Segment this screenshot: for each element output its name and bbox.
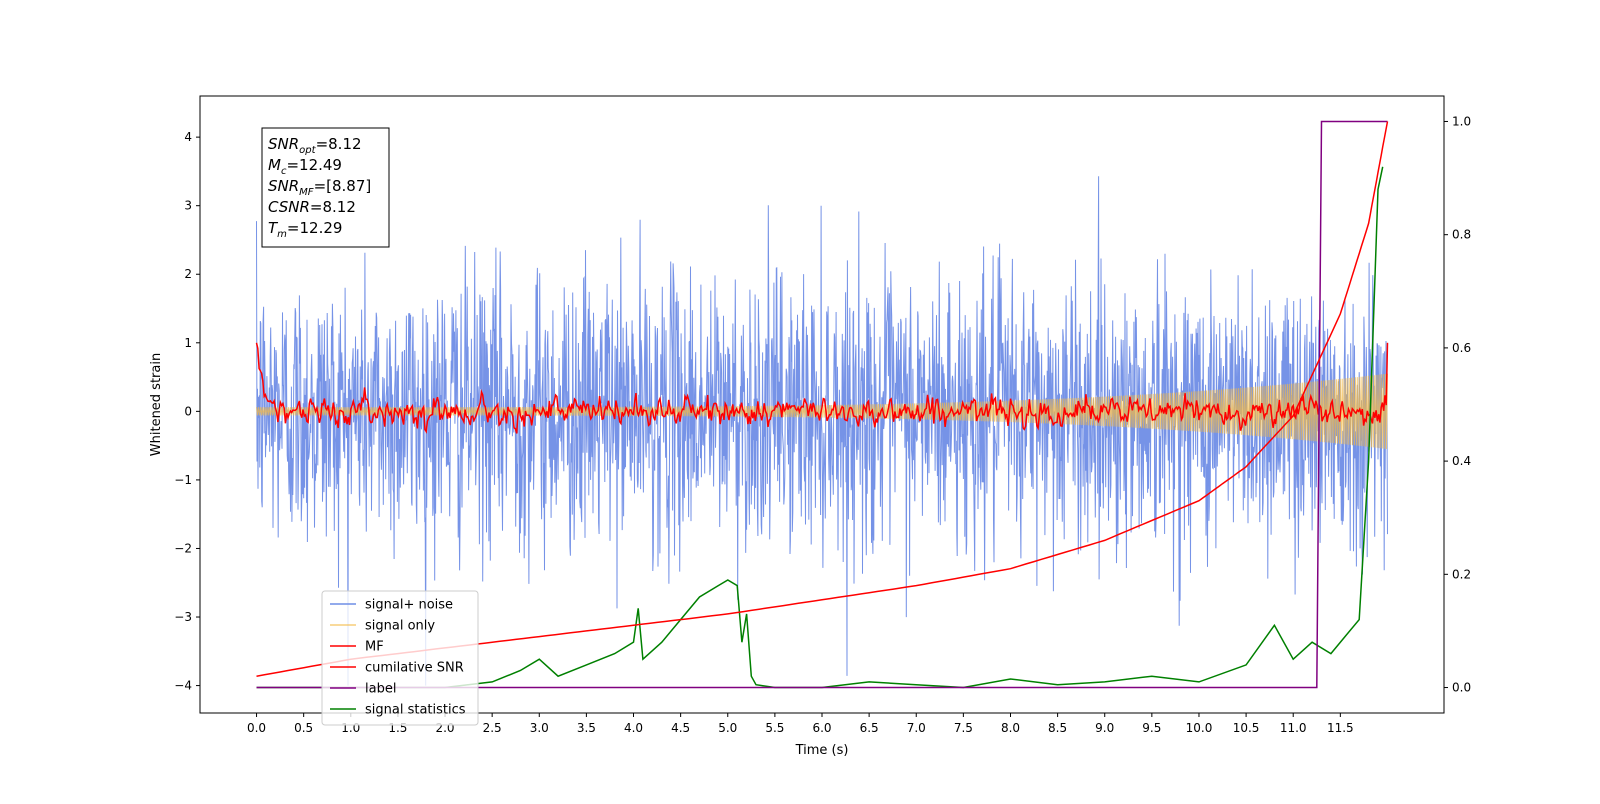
y-right-tick-label: 0.0 [1452, 681, 1471, 695]
series-label [256, 120, 1388, 689]
y-tick-label: 4 [184, 130, 192, 144]
y-tick-label: −2 [174, 541, 192, 555]
annotation-line: Mc=12.49 [268, 156, 342, 177]
y-right-tick-label: 0.4 [1452, 454, 1471, 468]
legend-label: signal+ noise [365, 598, 453, 613]
annotation-line: SNRopt=8.12 [268, 135, 362, 156]
annotation-line: SNRMF=[8.87] [268, 177, 371, 198]
legend-label: label [365, 682, 396, 697]
x-tick-label: 0.0 [247, 721, 266, 735]
y-axis-label: Whitened strain [149, 353, 164, 456]
x-tick-label: 0.5 [294, 721, 313, 735]
y-tick-label: −4 [174, 679, 192, 693]
y-tick-label: −1 [174, 473, 192, 487]
y-right-tick-label: 0.2 [1452, 567, 1471, 581]
legend-label: signal only [365, 619, 435, 634]
x-tick-label: 2.5 [483, 721, 502, 735]
legend-frame [321, 590, 479, 726]
y-right-tick-label: 1.0 [1452, 114, 1471, 128]
x-tick-label: 10.0 [1186, 721, 1213, 735]
x-tick-label: 6.5 [860, 721, 879, 735]
legend: signal+ noise signal only MF cumilative SNR… [321, 590, 479, 726]
x-tick-label: 7.5 [954, 721, 973, 735]
x-tick-label: 8.5 [1048, 721, 1067, 735]
x-tick-label: 3.0 [530, 721, 549, 735]
x-tick-label: 4.0 [624, 721, 643, 735]
y-right-tick-label: 0.6 [1452, 341, 1471, 355]
y-tick-label: 3 [184, 199, 192, 213]
x-tick-label: 5.5 [765, 721, 784, 735]
legend-label: signal statistics [365, 703, 466, 718]
annotation-frame [261, 127, 390, 248]
y-tick-label: 0 [184, 404, 192, 418]
series-signal-statistics [256, 166, 1384, 689]
y-tick-label: 2 [184, 267, 192, 281]
y-tick-label: −3 [174, 610, 192, 624]
series-layer [255, 120, 1389, 689]
legend-label: cumilative SNR [365, 661, 464, 676]
x-tick-label: 9.0 [1095, 721, 1114, 735]
x-tick-label: 3.5 [577, 721, 596, 735]
x-tick-label: 10.5 [1233, 721, 1260, 735]
x-tick-label: 8.0 [1001, 721, 1020, 735]
x-tick-label: 11.0 [1280, 721, 1307, 735]
series-signal-noise [256, 176, 1388, 686]
x-tick-label: 7.0 [907, 721, 926, 735]
y-tick-label: 1 [184, 336, 192, 350]
x-tick-label: 9.5 [1142, 721, 1161, 735]
y-right-tick-label: 0.8 [1452, 228, 1471, 242]
annotation-line: CSNR=8.12 [268, 198, 356, 216]
series-cumulative-snr [256, 121, 1389, 677]
series-mf [255, 342, 1389, 434]
x-tick-label: 5.0 [718, 721, 737, 735]
x-tick-label: 4.5 [671, 721, 690, 735]
axes-layer: 0.0 0.5 1.0 1.5 2.0 2.5 3.0 3.5 4.0 4.5 5.0 5.5 6.0 6… [174, 114, 1471, 735]
x-axis-label: Time (s) [795, 743, 849, 758]
x-tick-label: 6.0 [812, 721, 831, 735]
annotation-box: SNRopt=8.12Mc=12.49SNRMF=[8.87]CSNR=8.12… [261, 127, 390, 248]
x-tick-label: 11.5 [1327, 721, 1354, 735]
legend-label: MF [365, 640, 384, 655]
annotation-line: Tm=12.29 [268, 219, 342, 240]
